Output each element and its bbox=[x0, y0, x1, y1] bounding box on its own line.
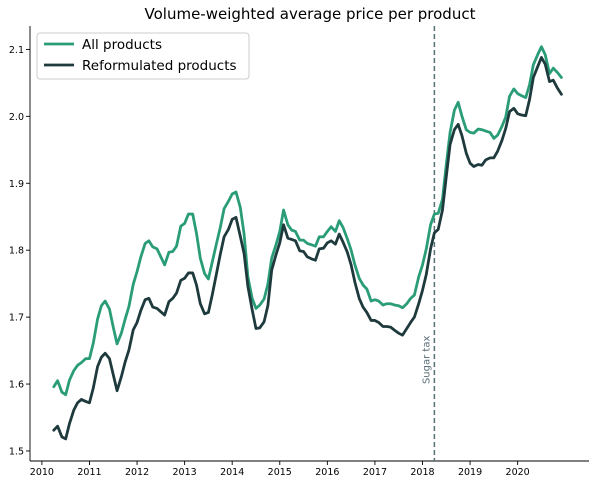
y-tick-label: 2.0 bbox=[9, 112, 24, 123]
x-tick-label: 2018 bbox=[410, 467, 434, 478]
x-tick-label: 2011 bbox=[77, 467, 101, 478]
y-tick-label: 1.5 bbox=[9, 446, 24, 457]
legend-label: All products bbox=[82, 37, 162, 53]
y-tick-label: 1.9 bbox=[9, 179, 24, 190]
chart-title: Volume-weighted average price per produc… bbox=[145, 5, 476, 23]
x-tick-label: 2020 bbox=[506, 467, 530, 478]
legend-label: Reformulated products bbox=[82, 58, 237, 74]
legend-box bbox=[36, 32, 250, 80]
x-tick-label: 2012 bbox=[125, 467, 149, 478]
sugar-tax-label: Sugar tax bbox=[421, 336, 432, 385]
y-tick-label: 2.1 bbox=[9, 45, 24, 56]
x-tick-label: 2010 bbox=[30, 467, 54, 478]
series-line-all-products bbox=[52, 45, 563, 397]
series-line-reformulated-products bbox=[52, 56, 563, 441]
x-tick-label: 2016 bbox=[315, 467, 339, 478]
x-tick-label: 2014 bbox=[220, 467, 244, 478]
x-tick-label: 2013 bbox=[173, 467, 197, 478]
x-tick-label: 2017 bbox=[363, 467, 387, 478]
y-tick-label: 1.8 bbox=[9, 246, 24, 257]
y-tick-label: 1.6 bbox=[9, 380, 24, 391]
x-tick-label: 2015 bbox=[268, 467, 292, 478]
y-tick-label: 1.7 bbox=[9, 313, 24, 324]
x-tick-label: 2019 bbox=[458, 467, 482, 478]
